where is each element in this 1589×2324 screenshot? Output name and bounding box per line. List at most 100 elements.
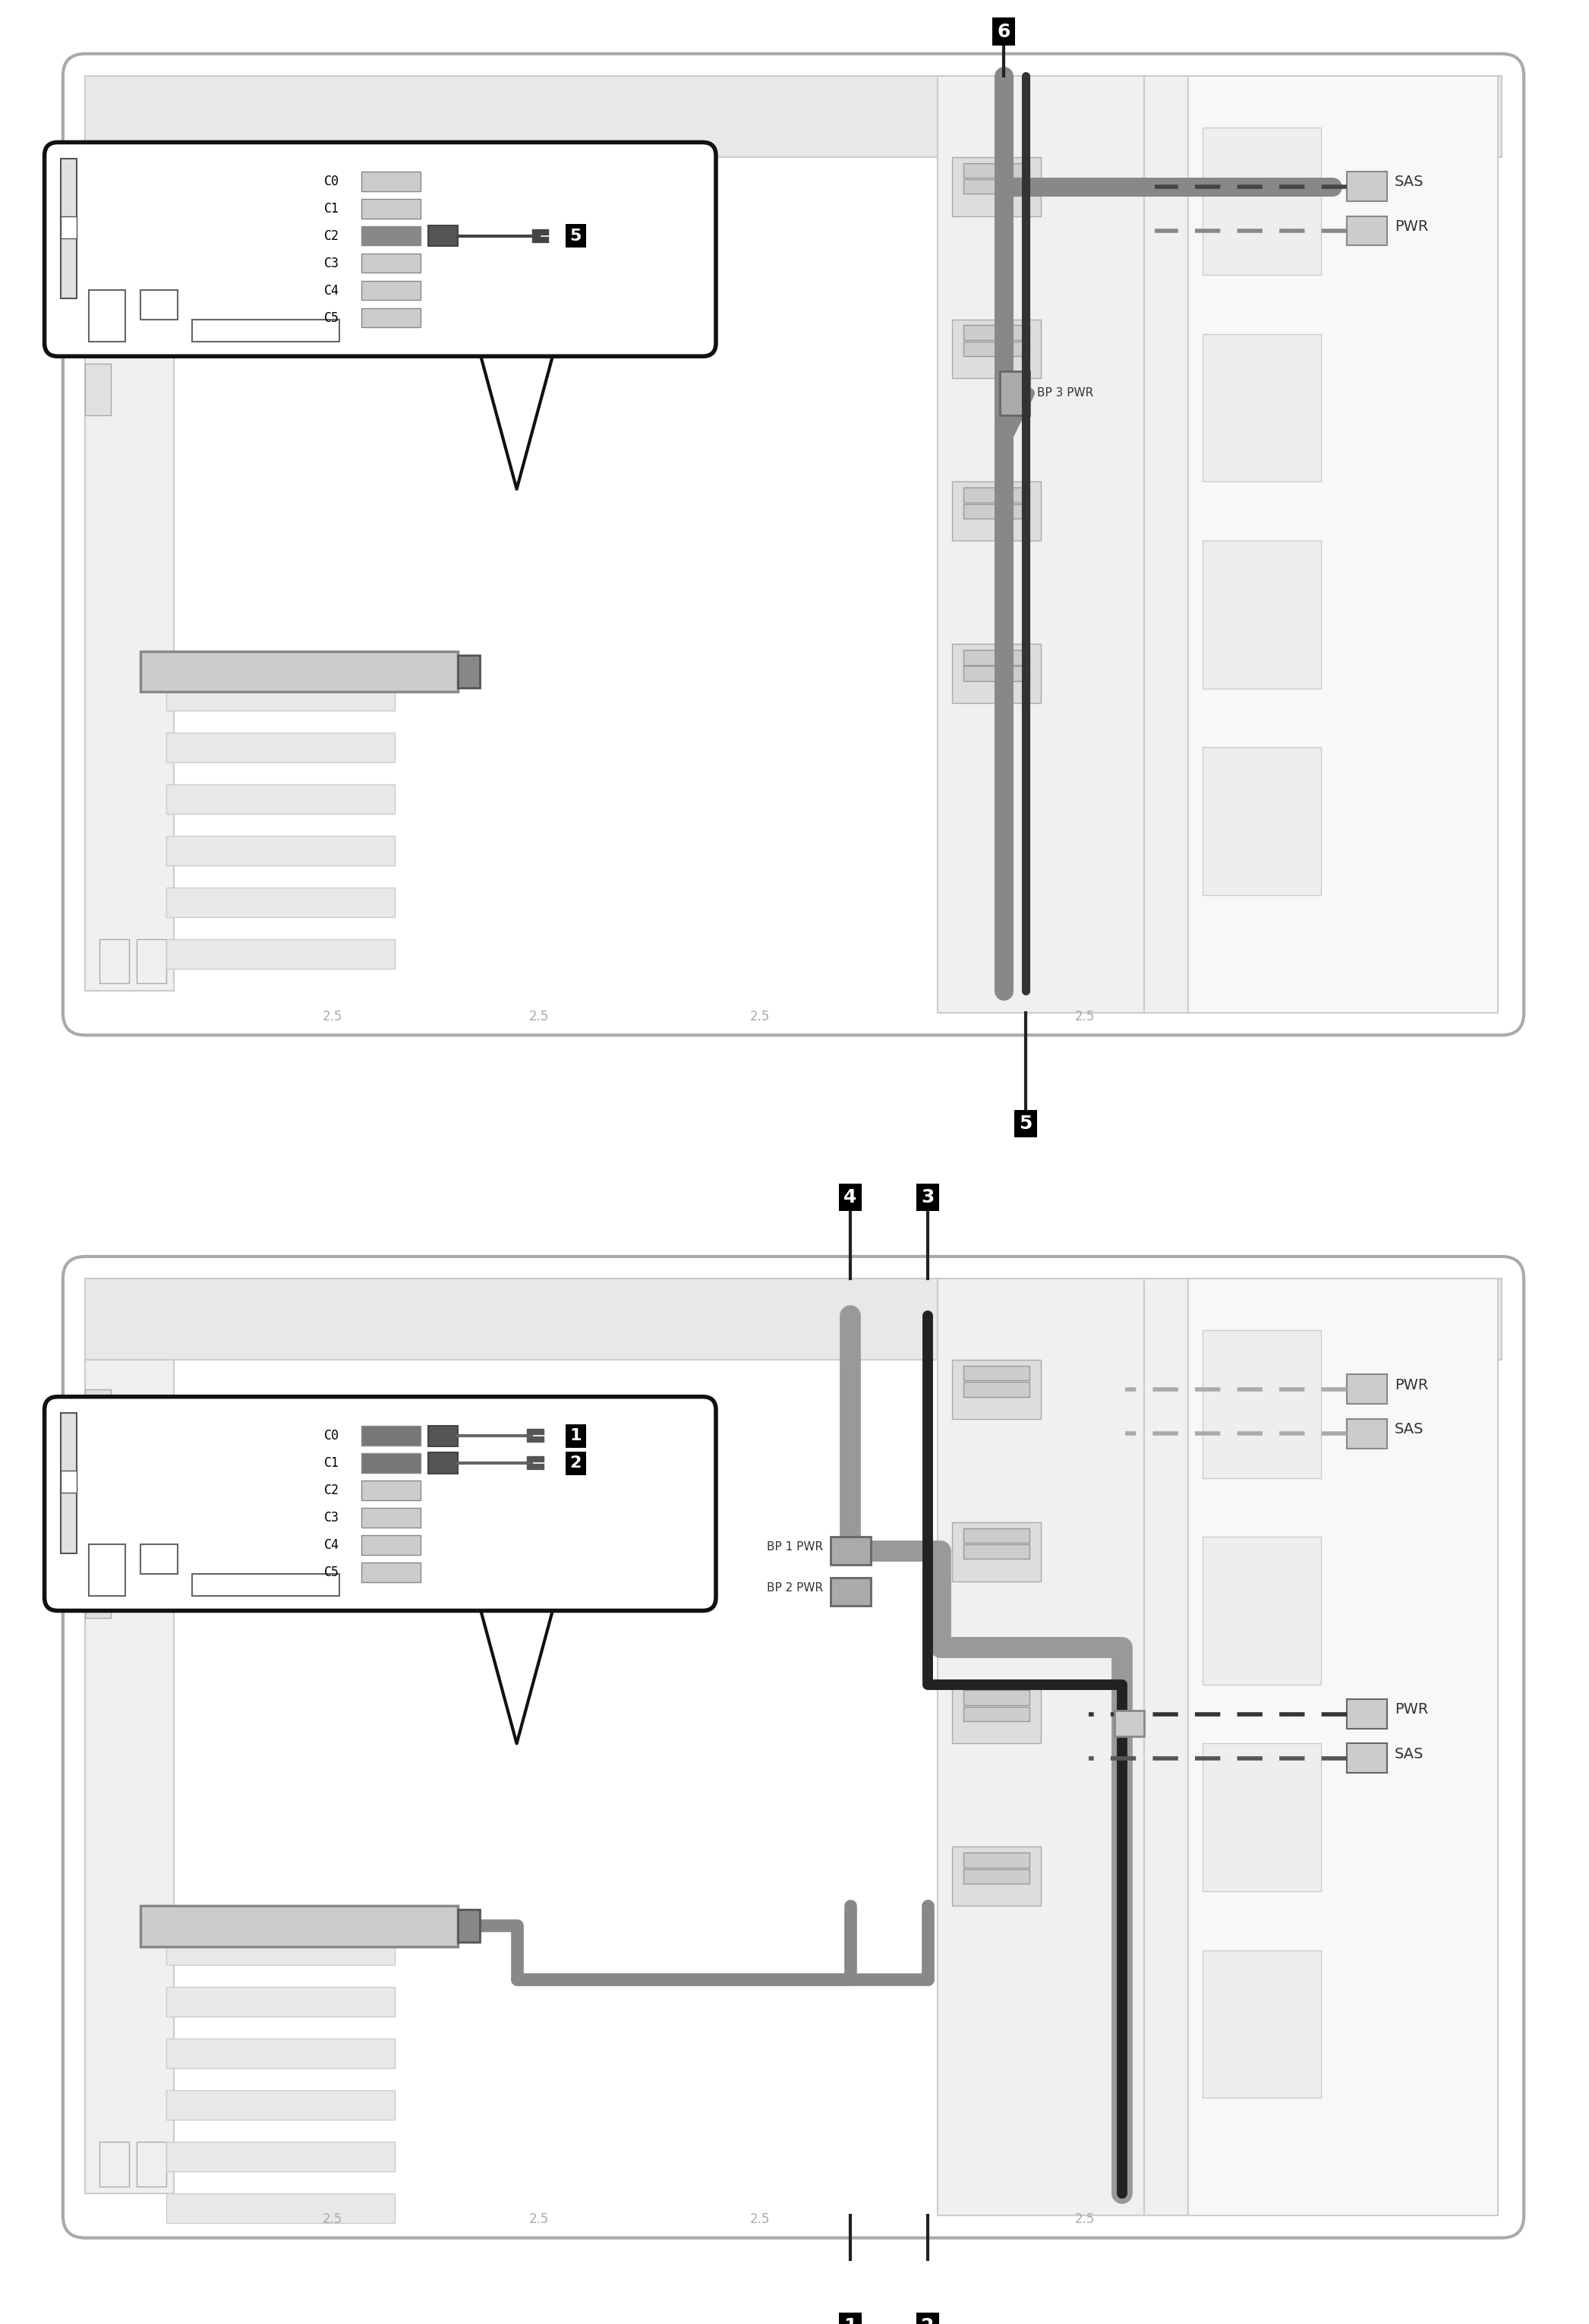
- Bar: [1347, 1420, 1387, 1448]
- Bar: [1203, 1536, 1320, 1685]
- FancyBboxPatch shape: [64, 1257, 1524, 2238]
- Bar: [167, 888, 396, 918]
- Bar: [362, 281, 421, 300]
- Bar: [831, 1536, 871, 1564]
- Text: 2.5: 2.5: [1074, 2212, 1095, 2226]
- Text: 1: 1: [844, 2317, 856, 2324]
- Bar: [86, 158, 173, 990]
- Text: C1: C1: [324, 202, 340, 216]
- Bar: [362, 172, 421, 191]
- Text: C3: C3: [324, 1511, 340, 1525]
- Bar: [952, 644, 1041, 704]
- Bar: [963, 1543, 1030, 1559]
- Bar: [167, 939, 396, 969]
- Text: C5: C5: [324, 311, 340, 325]
- Text: 3: 3: [922, 1188, 934, 1206]
- Bar: [167, 837, 396, 865]
- Bar: [86, 1360, 173, 2194]
- Bar: [362, 1452, 421, 1473]
- Bar: [952, 158, 1041, 216]
- Bar: [1144, 1278, 1189, 2215]
- Bar: [831, 1578, 871, 1606]
- Bar: [167, 732, 396, 762]
- Bar: [952, 481, 1041, 541]
- Bar: [140, 290, 178, 318]
- Bar: [963, 1868, 1030, 1885]
- Text: C5: C5: [324, 1566, 340, 1578]
- Bar: [1203, 1950, 1320, 2099]
- Text: 2.5: 2.5: [1074, 1011, 1095, 1023]
- Text: 2.5: 2.5: [750, 2212, 771, 2226]
- Bar: [963, 179, 1030, 193]
- Text: C2: C2: [324, 230, 340, 242]
- Bar: [1203, 748, 1320, 895]
- Bar: [167, 783, 396, 813]
- Bar: [167, 2143, 396, 2171]
- Bar: [952, 1848, 1041, 1906]
- Bar: [362, 1562, 421, 1583]
- Bar: [167, 1987, 396, 2017]
- Bar: [1347, 216, 1387, 246]
- Bar: [362, 225, 421, 246]
- Bar: [1347, 1699, 1387, 1729]
- Bar: [963, 1383, 1030, 1397]
- Text: 2.5: 2.5: [750, 1011, 771, 1023]
- Bar: [963, 1706, 1030, 1722]
- Bar: [86, 77, 1502, 158]
- Bar: [427, 1425, 458, 1446]
- FancyBboxPatch shape: [44, 142, 717, 356]
- Bar: [938, 77, 1144, 1013]
- Bar: [192, 318, 340, 342]
- Bar: [963, 1367, 1030, 1380]
- Bar: [963, 342, 1030, 356]
- Text: 4: 4: [844, 1188, 856, 1206]
- Bar: [1347, 172, 1387, 202]
- Bar: [362, 253, 421, 272]
- Bar: [963, 163, 1030, 177]
- Bar: [427, 225, 458, 246]
- Text: C2: C2: [324, 1483, 340, 1497]
- Bar: [167, 2194, 396, 2224]
- Text: 2.5: 2.5: [323, 1011, 342, 1023]
- FancyBboxPatch shape: [44, 1397, 717, 1611]
- Bar: [963, 1529, 1030, 1543]
- Bar: [140, 651, 458, 693]
- Bar: [952, 318, 1041, 379]
- Bar: [362, 200, 421, 218]
- Bar: [362, 309, 421, 328]
- Bar: [192, 1573, 340, 1597]
- Bar: [963, 325, 1030, 339]
- Text: 2.5: 2.5: [529, 2212, 548, 2226]
- Bar: [963, 1690, 1030, 1706]
- Text: PWR: PWR: [1395, 218, 1429, 235]
- Bar: [1189, 1278, 1498, 2215]
- Bar: [60, 216, 76, 239]
- Bar: [458, 1910, 480, 1943]
- Bar: [963, 488, 1030, 502]
- Bar: [167, 2038, 396, 2068]
- Bar: [100, 939, 129, 983]
- Text: 5: 5: [1019, 1116, 1033, 1132]
- Bar: [952, 1685, 1041, 1743]
- Bar: [86, 274, 111, 328]
- Bar: [86, 1390, 111, 1441]
- FancyBboxPatch shape: [64, 53, 1524, 1034]
- Bar: [1189, 77, 1498, 1013]
- Bar: [963, 651, 1030, 665]
- Text: 1: 1: [570, 1429, 582, 1443]
- Bar: [1347, 1743, 1387, 1773]
- Bar: [963, 1852, 1030, 1868]
- Text: 2: 2: [922, 2317, 934, 2324]
- Text: C4: C4: [324, 1538, 340, 1552]
- Text: 2: 2: [570, 1455, 582, 1471]
- Text: BP 2 PWR: BP 2 PWR: [766, 1583, 823, 1594]
- Text: C3: C3: [324, 256, 340, 270]
- Bar: [362, 1536, 421, 1555]
- Text: C1: C1: [324, 1457, 340, 1471]
- Bar: [938, 1278, 1144, 2215]
- Text: SAS: SAS: [1395, 1422, 1424, 1436]
- Text: SAS: SAS: [1395, 1748, 1424, 1762]
- Text: BP 1 PWR: BP 1 PWR: [766, 1541, 823, 1552]
- Bar: [60, 1413, 76, 1552]
- Text: BP 3 PWR: BP 3 PWR: [1038, 388, 1093, 400]
